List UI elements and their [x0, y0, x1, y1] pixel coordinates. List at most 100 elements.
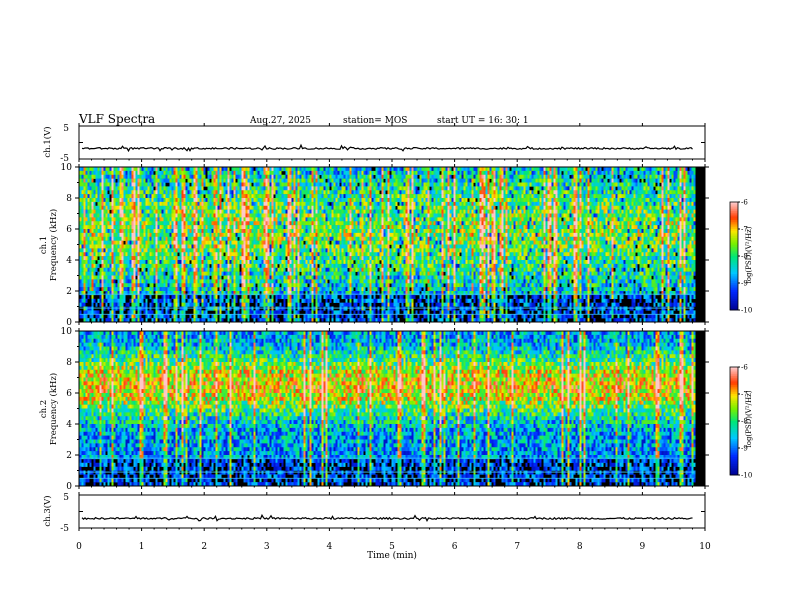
spectrogram-cell — [239, 236, 242, 241]
spectrogram-cell — [137, 244, 140, 249]
spectrogram-cell — [275, 221, 278, 226]
spectrogram-cell — [157, 186, 160, 191]
spectrogram-cell — [87, 244, 90, 249]
spectrogram-cell — [139, 248, 142, 253]
spectrogram-cell — [87, 182, 90, 187]
spectrogram-cell — [83, 244, 86, 249]
spectrogram-cell — [195, 263, 198, 269]
spectrogram-cell — [311, 178, 314, 183]
spectrogram-cell — [319, 225, 322, 230]
spectrogram-cell — [225, 236, 228, 241]
spectrogram-cell — [297, 318, 300, 323]
spectrogram-cell — [279, 287, 282, 292]
spectrogram-cell — [133, 186, 136, 191]
spectrogram-cell — [259, 198, 262, 203]
spectrogram-cell — [235, 275, 238, 280]
spectrogram-cell — [221, 291, 224, 296]
spectrogram-cell — [211, 287, 214, 292]
spectrogram-cell — [265, 256, 268, 261]
spectrogram-cell — [215, 298, 218, 303]
spectrogram-cell — [107, 170, 110, 176]
spectrogram-cell — [115, 174, 118, 179]
spectrogram-cell — [153, 318, 156, 323]
spectrogram-cell — [219, 178, 222, 183]
spectrogram-cell — [303, 213, 306, 218]
spectrogram-cell — [263, 318, 266, 323]
spectrogram-cell — [245, 236, 248, 241]
spectrogram-cell — [121, 225, 124, 230]
spectrogram-cell — [235, 287, 238, 292]
spectrogram-cell — [275, 178, 278, 183]
spectrogram-cell — [113, 260, 116, 265]
spectrogram-cell — [275, 318, 278, 323]
spectrogram-cell — [321, 201, 324, 207]
spectrogram-cell — [119, 287, 122, 292]
spectrogram-cell — [269, 263, 272, 269]
spectrogram-cell — [203, 213, 206, 218]
spectrogram-cell — [269, 271, 272, 276]
spectrogram-cell — [335, 287, 338, 292]
spectrogram-cell — [215, 263, 218, 269]
spectrogram-cell — [143, 252, 146, 257]
spectrogram-cell — [159, 170, 162, 176]
spectrogram-cell — [221, 190, 224, 195]
spectrogram-cell — [199, 229, 202, 234]
spectrogram-cell — [225, 271, 228, 276]
spectrogram-cell — [331, 236, 334, 241]
spectrogram-cell — [261, 298, 264, 303]
spectrogram-cell — [207, 170, 210, 176]
spectrogram-cell — [91, 213, 94, 218]
spectrogram-cell — [221, 240, 224, 245]
spectrogram-cell — [171, 256, 174, 261]
spectrogram-cell — [235, 229, 238, 234]
spectrogram-cell — [195, 198, 198, 203]
spectrogram-cell — [145, 310, 148, 315]
spectrogram-cell — [309, 248, 312, 253]
spectrogram-cell — [283, 302, 286, 307]
spectrogram-cell — [311, 275, 314, 280]
spectrogram-cell — [325, 205, 328, 210]
spectrogram-cell — [173, 182, 176, 187]
spectrogram-cell — [201, 279, 204, 284]
spectrogram-cell — [187, 167, 190, 172]
spectrogram-cell — [115, 240, 118, 245]
spectrogram-cell — [211, 260, 214, 265]
spectrogram-cell — [251, 198, 254, 203]
spectrogram-cell — [327, 260, 330, 265]
spectrogram-cell — [301, 271, 304, 276]
spectrogram-cell — [165, 252, 168, 257]
spectrogram-cell — [171, 240, 174, 245]
spectrogram-cell — [193, 213, 196, 218]
spectrogram-cell — [295, 190, 298, 195]
spectrogram-cell — [295, 178, 298, 183]
spectrogram-cell — [297, 167, 300, 172]
spectrogram-cell — [97, 240, 100, 245]
spectrogram-cell — [187, 213, 190, 218]
spectrogram-cell — [91, 314, 94, 319]
spectrogram-cell — [81, 275, 84, 280]
spectrogram-cell — [181, 198, 184, 203]
spectrogram-cell — [195, 302, 198, 307]
spectrogram-cell — [283, 263, 286, 269]
spectrogram-cell — [245, 209, 248, 214]
spectrogram-cell — [327, 190, 330, 195]
spectrogram-cell — [173, 298, 176, 303]
spectrogram-cell — [247, 310, 250, 315]
spectrogram-cell — [85, 236, 88, 241]
spectrogram-cell — [311, 256, 314, 261]
spectrogram-cell — [89, 291, 92, 296]
spectrogram-cell — [93, 291, 96, 296]
spectrogram-cell — [233, 182, 236, 187]
spectrogram-cell — [147, 267, 150, 272]
spectrogram-cell — [133, 256, 136, 261]
spectrogram-cell — [209, 291, 212, 296]
spectrogram-cell — [129, 260, 132, 265]
spectrogram-cell — [157, 275, 160, 280]
spectrogram-cell — [119, 174, 122, 179]
spectrogram-cell — [239, 186, 242, 191]
spectrogram-cell — [241, 252, 244, 257]
spectrogram-cell — [287, 318, 290, 323]
spectrogram-cell — [223, 205, 226, 210]
spectrogram-cell — [139, 287, 142, 292]
spectrogram-cell — [87, 170, 90, 176]
